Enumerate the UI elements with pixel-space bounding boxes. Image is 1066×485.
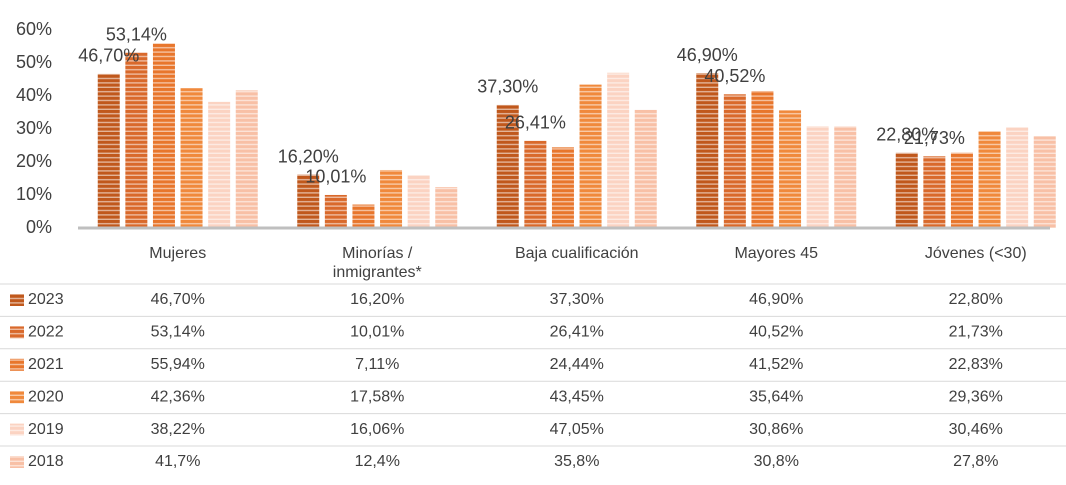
bar [380,169,403,228]
table-cell: 43,45% [550,388,604,405]
category-label: Mujeres [149,245,207,262]
table-cell: 22,83% [949,356,1003,373]
data-label: 10,01% [305,167,366,187]
table-cell: 30,8% [754,453,799,470]
table-cell: 17,58% [350,388,404,405]
data-label: 46,70% [78,46,139,66]
table-cell: 16,20% [350,291,404,308]
table-cell: 24,44% [550,356,604,373]
y-tick-label: 10% [16,184,52,204]
bar [97,73,120,228]
legend-label: 2023 [28,291,64,308]
table-cell: 30,86% [749,421,803,438]
table-cell: 47,05% [550,421,604,438]
table-cell: 42,36% [151,388,205,405]
bar [1006,127,1029,228]
table-cell: 41,52% [749,356,803,373]
bar [407,175,430,228]
legend-swatch [10,294,24,306]
table-cell: 27,8% [953,453,998,470]
table-cell: 26,41% [550,324,604,341]
bar [751,90,774,228]
table-cell: 22,80% [949,291,1003,308]
bar [806,126,829,228]
bar [152,43,175,229]
category-label: Jóvenes (<30) [924,245,1027,262]
table-cell: 12,4% [355,453,400,470]
y-tick-label: 0% [26,217,52,237]
bar [1033,136,1056,228]
y-tick-label: 60% [16,19,52,39]
y-tick-label: 40% [16,85,52,105]
y-tick-label: 30% [16,118,52,138]
bar [779,110,802,228]
table-cell: 7,11% [355,356,399,373]
bar [324,194,347,228]
table-cell: 16,06% [350,421,404,438]
legend-swatch [10,358,24,371]
table-cell: 55,94% [151,356,205,373]
legend-label: 2022 [28,324,64,341]
data-label: 40,52% [704,66,765,86]
table-cell: 40,52% [749,324,803,341]
data-label: 53,14% [106,24,167,44]
legend-swatch [10,456,24,468]
data-label: 46,90% [677,45,738,65]
table-cell: 46,90% [749,291,803,308]
table-cell: 38,22% [151,421,205,438]
data-label: 16,20% [278,146,339,166]
bar [923,156,946,228]
legend-label: 2021 [28,356,64,373]
bar [297,174,320,228]
table-cell: 35,8% [554,453,599,470]
table-cell: 29,36% [949,388,1003,405]
bar [607,72,630,228]
bar [524,140,547,228]
data-label: 22,80% [876,125,937,145]
table-cell: 41,7% [155,453,200,470]
bar [352,204,375,228]
table-cell: 21,73% [949,324,1003,341]
category-label: Baja cualificación [514,245,639,262]
data-label: 21,73% [904,128,965,148]
legend-swatch [10,326,24,339]
table-cell: 37,30% [550,291,604,308]
legend-swatch [10,423,24,436]
bar [496,104,519,228]
y-tick-label: 50% [16,52,52,72]
category-label: Minorías / inmigrantes* [332,245,422,281]
bar [208,101,231,228]
data-label: 37,30% [477,77,538,97]
category-label: Mayores 45 [734,245,819,262]
legend-swatch [10,391,24,404]
bar [634,109,657,228]
table-cell: 35,64% [749,388,803,405]
bar [551,147,574,228]
bar [696,73,719,228]
bar [125,52,148,228]
legend-label: 2019 [28,421,64,438]
table-cell: 30,46% [949,421,1003,438]
bar [950,152,973,228]
bar [579,84,602,229]
legend-label: 2020 [28,388,64,405]
table-cell: 46,70% [151,291,205,308]
bar [723,94,746,228]
bar [180,88,203,228]
bar [435,187,458,228]
bar [235,90,258,228]
bar [834,126,857,228]
legend-label: 2018 [28,453,64,470]
bar [978,131,1001,228]
table-cell: 53,14% [151,324,205,341]
bar [895,152,918,228]
table-cell: 10,01% [350,324,404,341]
data-label: 26,41% [505,113,566,133]
y-tick-label: 20% [16,151,52,171]
